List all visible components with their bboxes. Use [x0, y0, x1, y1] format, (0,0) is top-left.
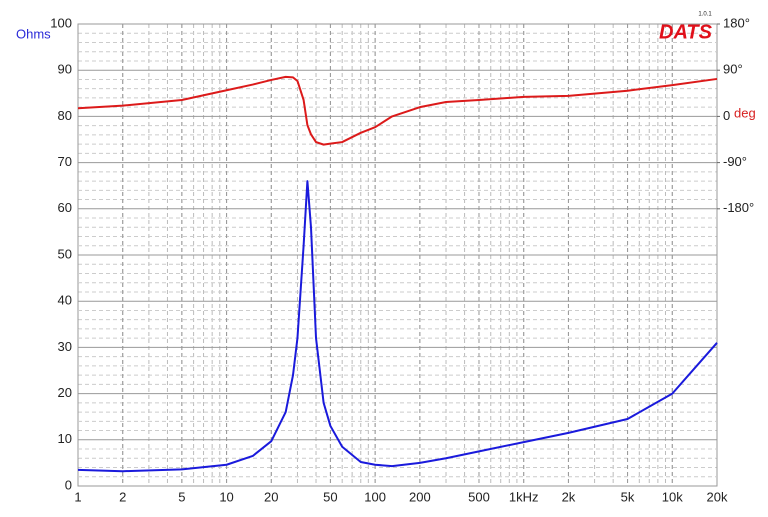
x-tick-label: 50 [323, 489, 337, 504]
x-tick-label: 5k [621, 489, 635, 504]
x-tick-label: 1 [74, 489, 81, 504]
y2-tick-label: -180° [723, 200, 754, 215]
x-tick-label: 500 [468, 489, 490, 504]
y2-tick-label: -90° [723, 154, 747, 169]
x-tick-label: 20k [707, 489, 728, 504]
y-tick-label: 100 [50, 15, 72, 30]
y-tick-label: 0 [65, 477, 72, 492]
version: 1.0.1 [698, 12, 712, 18]
grid [77, 23, 718, 487]
y-axis-label: Ohms [16, 26, 51, 41]
x-tick-label: 100 [364, 489, 386, 504]
y2-tick-label: 90° [723, 62, 743, 77]
x-tick-label: 5 [178, 489, 185, 504]
x-tick-label: 200 [409, 489, 431, 504]
x-tick-label: 20 [264, 489, 278, 504]
x-tick-label: 2k [562, 489, 576, 504]
y2-tick-label: 0 [723, 108, 730, 123]
x-tick-label: 1kHz [509, 489, 539, 504]
y-tick-label: 10 [58, 431, 72, 446]
series-line [77, 75, 718, 146]
brand-logo: DATS [659, 21, 713, 43]
x-tick-label: 10k [662, 489, 683, 504]
y-tick-label: 40 [58, 293, 72, 308]
y-tick-label: 70 [58, 154, 72, 169]
y2-tick-label: 180° [723, 15, 750, 30]
y-tick-label: 60 [58, 200, 72, 215]
x-tick-label: 10 [219, 489, 233, 504]
series-line [77, 180, 718, 473]
y2-axis-label: deg [734, 105, 756, 120]
y-tick-label: 20 [58, 385, 72, 400]
y-tick-label: 80 [58, 108, 72, 123]
y-tick-label: 90 [58, 62, 72, 77]
y-tick-label: 50 [58, 246, 72, 261]
y-tick-label: 30 [58, 339, 72, 354]
x-tick-label: 2 [119, 489, 126, 504]
